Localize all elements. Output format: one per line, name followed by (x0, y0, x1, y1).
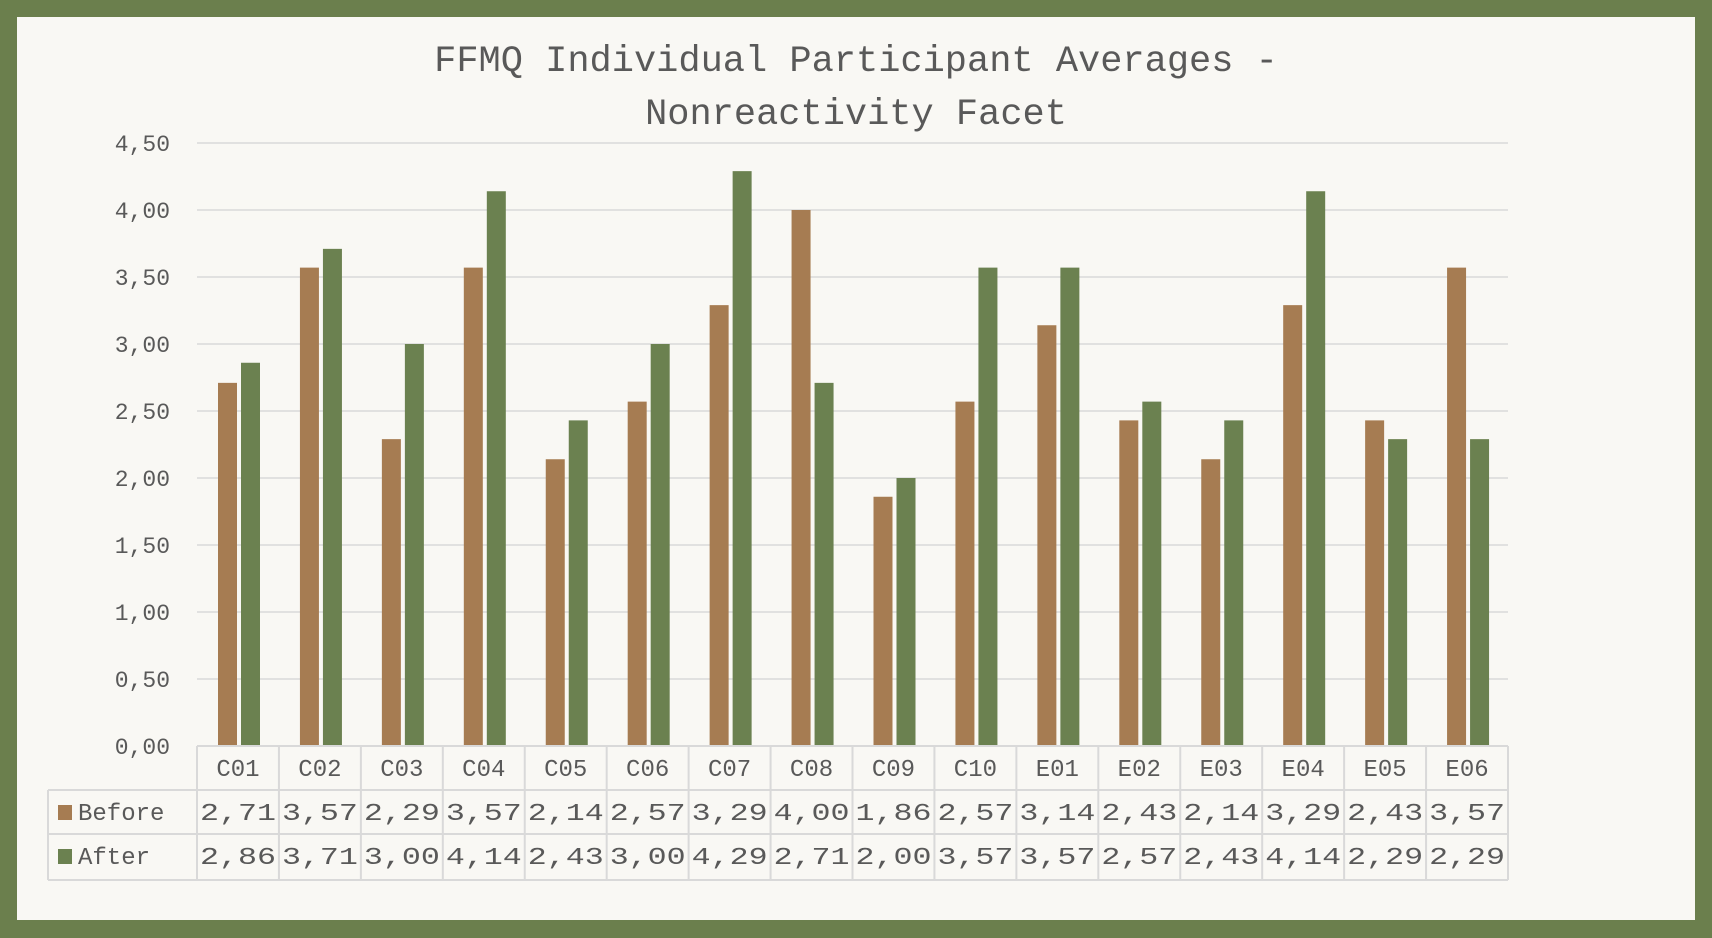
chart-title-line-2: Nonreactivity Facet (645, 94, 1067, 136)
data-value-after: 2,57 (1101, 845, 1177, 872)
data-value-before: 2,43 (1347, 801, 1423, 828)
category-label: C07 (708, 757, 751, 784)
data-value-after: 2,29 (1347, 845, 1423, 872)
y-tick-label: 1,00 (115, 601, 170, 627)
bar-after-C05 (568, 420, 588, 746)
category-label: C04 (462, 757, 505, 784)
data-value-before: 3,57 (446, 801, 522, 828)
category-label: E06 (1445, 757, 1488, 784)
legend-label-after: After (78, 845, 150, 872)
data-value-after: 2,29 (1429, 845, 1505, 872)
data-value-before: 2,14 (528, 801, 604, 828)
category-label: E02 (1118, 757, 1161, 784)
data-value-after: 2,86 (200, 845, 276, 872)
category-label: C02 (298, 757, 341, 784)
bar-before-E05 (1365, 420, 1385, 746)
y-tick-label: 2,50 (115, 400, 170, 426)
legend-label-before: Before (78, 801, 164, 828)
category-label: C01 (216, 757, 259, 784)
data-value-after: 3,00 (610, 845, 686, 872)
bar-before-C08 (791, 210, 811, 746)
bar-before-C07 (709, 305, 729, 746)
bar-after-C01 (241, 362, 260, 746)
category-label: C10 (954, 757, 997, 784)
data-value-before: 2,71 (200, 801, 276, 828)
bar-after-E02 (1142, 401, 1162, 746)
data-value-after: 2,43 (528, 845, 604, 872)
bar-after-E04 (1306, 191, 1326, 747)
category-label: E05 (1363, 757, 1406, 784)
bar-after-E03 (1224, 420, 1244, 746)
bar-before-C09 (873, 496, 893, 746)
y-tick-label: 1,50 (115, 534, 170, 560)
data-value-before: 3,29 (1265, 801, 1341, 828)
y-tick-label: 2,00 (115, 467, 170, 493)
category-label: E03 (1200, 757, 1243, 784)
bar-after-C06 (650, 344, 670, 746)
data-value-after: 3,57 (1019, 845, 1095, 872)
data-value-after: 2,00 (856, 845, 932, 872)
bar-before-E03 (1201, 459, 1221, 746)
legend-key-before (58, 805, 72, 820)
legend-key-after (58, 849, 72, 864)
data-value-before: 2,29 (364, 801, 440, 828)
bar-after-C10 (978, 267, 998, 746)
data-value-after: 2,71 (774, 845, 850, 872)
bar-before-E04 (1283, 305, 1303, 746)
y-tick-label: 0,00 (115, 735, 170, 761)
data-value-before: 3,57 (1429, 801, 1505, 828)
y-tick-label: 3,00 (115, 333, 170, 359)
chart-title-line-1: FFMQ Individual Participant Averages - (434, 41, 1278, 83)
y-tick-label: 4,00 (115, 199, 170, 225)
category-label: C06 (626, 757, 669, 784)
data-value-before: 3,57 (282, 801, 358, 828)
y-tick-label: 4,50 (115, 132, 170, 158)
data-value-after: 4,14 (446, 845, 522, 872)
bar-before-E06 (1447, 267, 1467, 746)
bar-before-C02 (299, 267, 319, 746)
data-value-after: 2,43 (1183, 845, 1259, 872)
bar-after-C02 (322, 248, 342, 747)
category-label: E01 (1036, 757, 1079, 784)
y-tick-label: 3,50 (115, 266, 170, 292)
data-value-after: 3,57 (937, 845, 1013, 872)
data-value-after: 4,29 (692, 845, 768, 872)
category-label: C08 (790, 757, 833, 784)
data-value-after: 4,14 (1265, 845, 1341, 872)
data-value-before: 2,57 (937, 801, 1013, 828)
bar-before-E02 (1119, 420, 1139, 746)
data-value-before: 2,57 (610, 801, 686, 828)
bar-after-E06 (1470, 439, 1490, 746)
data-value-before: 1,86 (856, 801, 932, 828)
bar-after-C04 (486, 191, 506, 747)
bar-after-E05 (1388, 439, 1408, 746)
category-label: C03 (380, 757, 423, 784)
data-value-before: 3,29 (692, 801, 768, 828)
data-value-before: 2,14 (1183, 801, 1259, 828)
category-label: C09 (872, 757, 915, 784)
data-value-before: 3,14 (1019, 801, 1095, 828)
chart-panel (17, 17, 1695, 920)
bar-before-C05 (545, 459, 565, 746)
bar-after-C07 (732, 171, 752, 746)
category-label: E04 (1282, 757, 1325, 784)
bar-before-C10 (955, 401, 975, 746)
data-value-after: 3,71 (282, 845, 358, 872)
data-value-before: 2,43 (1101, 801, 1177, 828)
bar-before-C03 (381, 439, 401, 746)
bar-after-C03 (404, 344, 424, 746)
bar-before-C04 (463, 267, 483, 746)
bar-before-C01 (218, 382, 237, 746)
bar-after-C08 (814, 382, 834, 746)
bar-before-E01 (1037, 325, 1057, 746)
y-tick-label: 0,50 (115, 668, 170, 694)
bar-after-E01 (1060, 267, 1080, 746)
bar-before-C06 (627, 401, 647, 746)
bar-after-C09 (896, 478, 916, 746)
data-value-before: 4,00 (774, 801, 850, 828)
data-value-after: 3,00 (364, 845, 440, 872)
category-label: C05 (544, 757, 587, 784)
